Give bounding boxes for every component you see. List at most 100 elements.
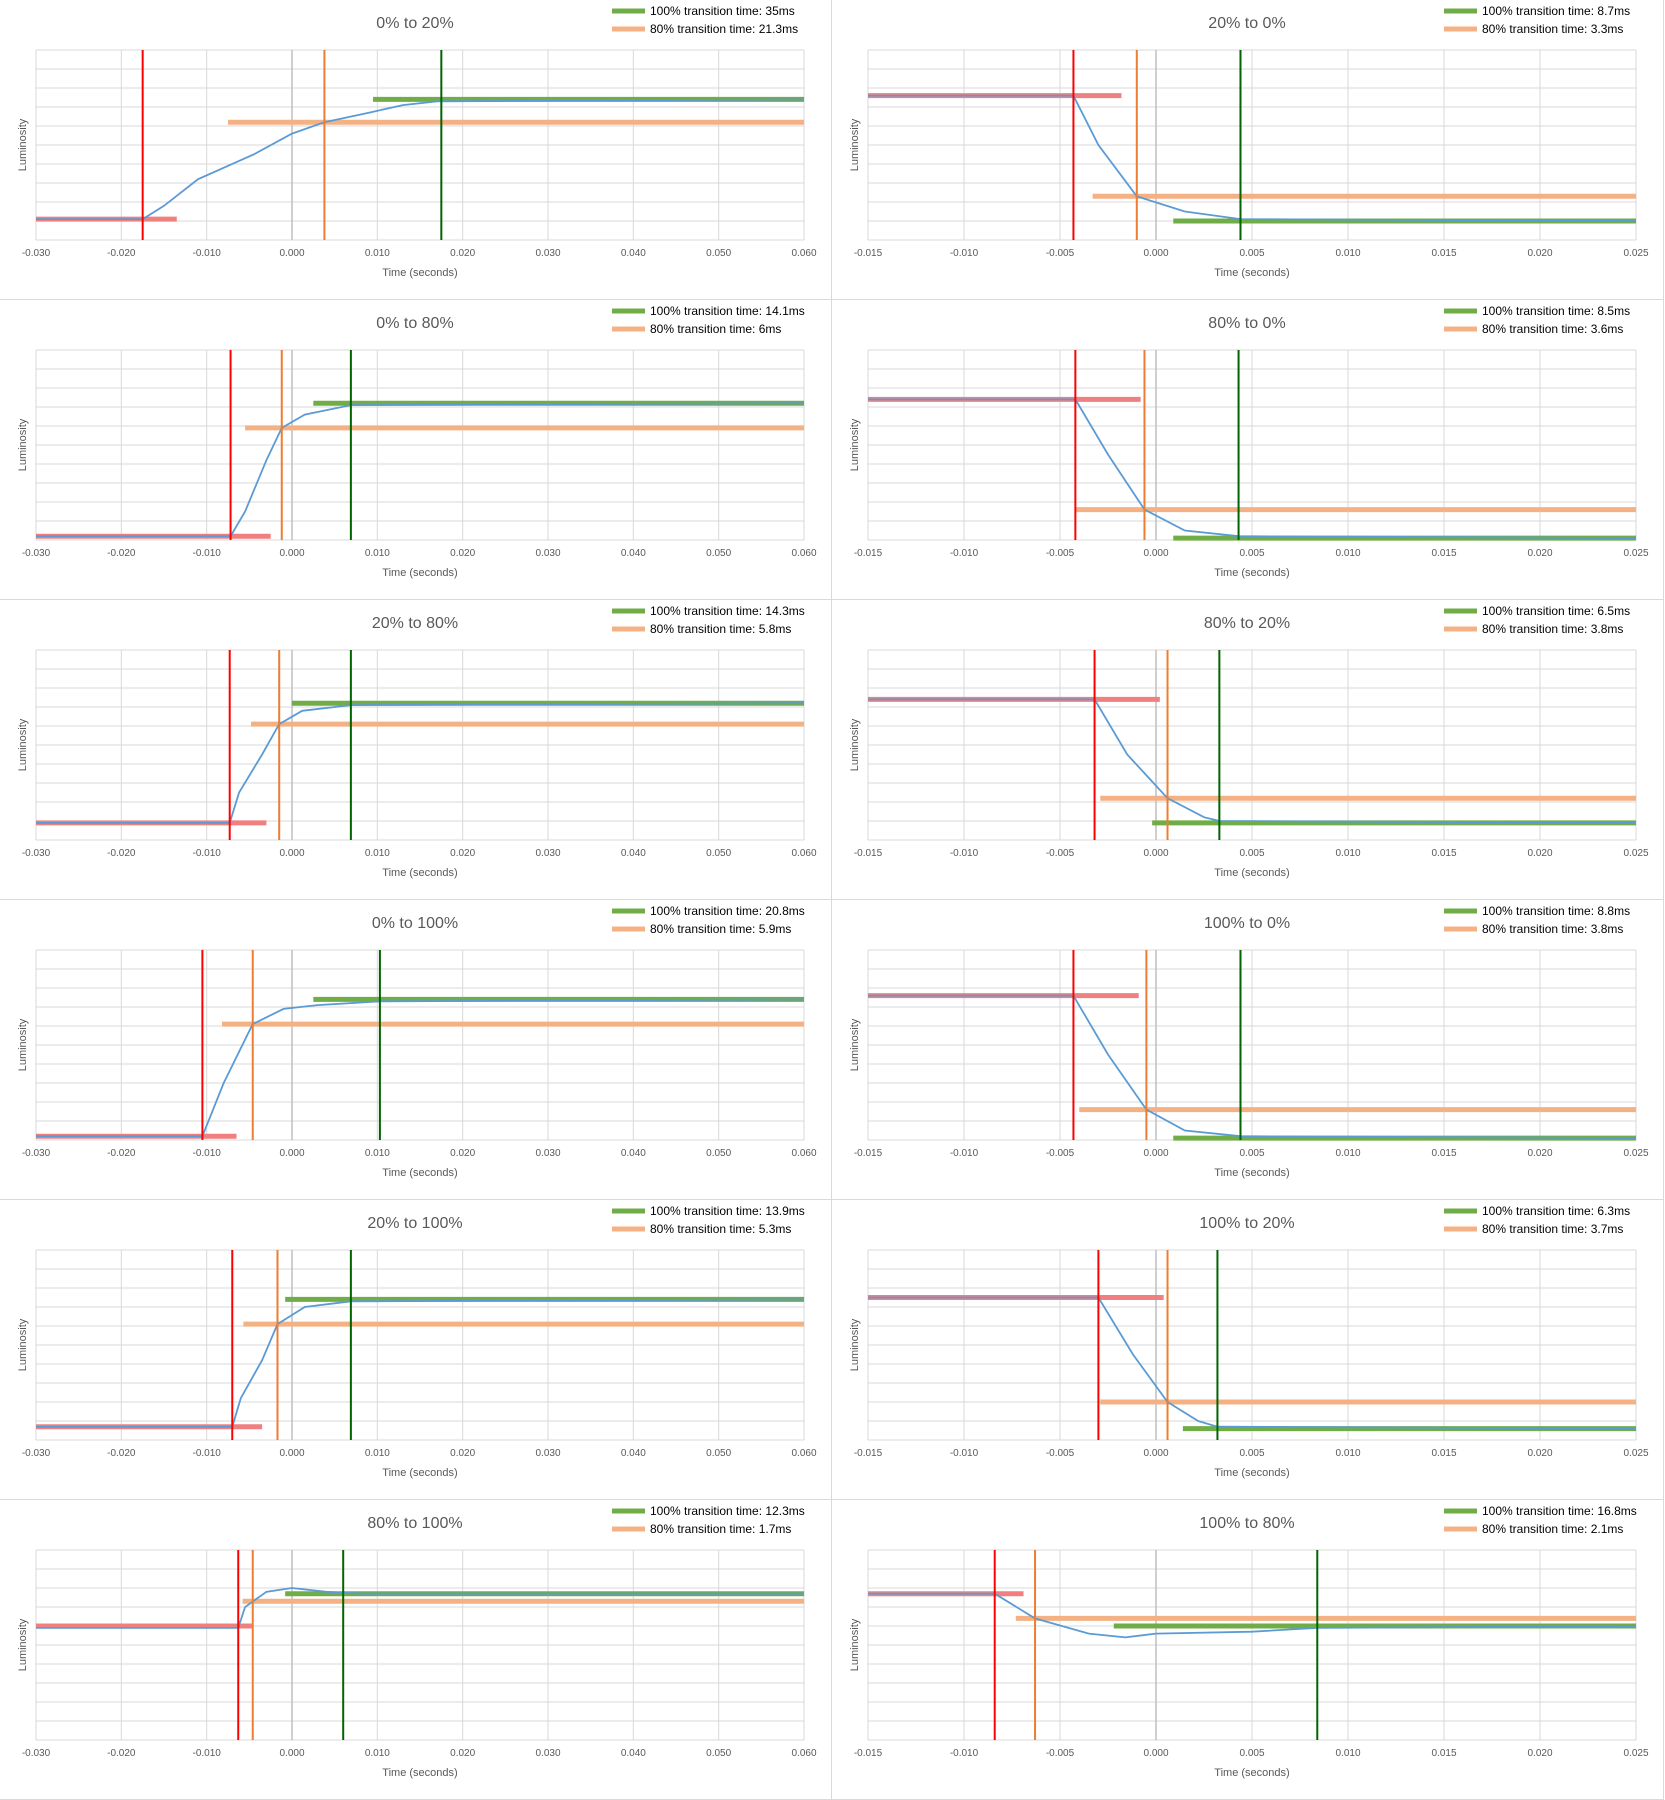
x-tick-label: 0.050 <box>706 1448 731 1459</box>
x-tick-label: -0.015 <box>854 248 883 259</box>
x-tick-label: 0.030 <box>535 548 560 559</box>
x-tick-label: 0.025 <box>1623 1148 1648 1159</box>
legend-entry-80: 80% transition time: 3.6ms <box>1482 322 1623 336</box>
x-tick-label: 0.015 <box>1431 1148 1456 1159</box>
x-tick-label: -0.005 <box>1046 548 1075 559</box>
x-tick-label: 0.005 <box>1239 1448 1264 1459</box>
x-tick-label: 0.010 <box>1335 248 1360 259</box>
x-tick-label: -0.010 <box>192 1448 221 1459</box>
x-tick-label: 0.020 <box>450 1748 475 1759</box>
legend-entry-80: 80% transition time: 1.7ms <box>650 1522 791 1536</box>
legend-entry-100: 100% transition time: 8.7ms <box>1482 4 1630 18</box>
chart-title: 80% to 100% <box>367 1515 462 1532</box>
y-axis-label: Luminosity <box>849 1318 861 1371</box>
x-tick-label: 0.040 <box>621 1148 646 1159</box>
x-tick-label: 0.000 <box>1143 848 1168 859</box>
chart-panel: -0.015 -0.010 -0.005 0.000 0.005 0.010 0.015 0.… <box>832 1500 1664 1800</box>
x-tick-label: -0.030 <box>22 548 51 559</box>
luminosity-curve <box>36 1587 804 1629</box>
x-axis-label: Time (seconds) <box>382 267 457 279</box>
legend-entry-100: 100% transition time: 16.8ms <box>1482 1504 1637 1518</box>
chart-title: 20% to 80% <box>372 615 458 632</box>
x-tick-label: 0.040 <box>621 848 646 859</box>
x-axis-label: Time (seconds) <box>382 867 457 879</box>
x-tick-label: 0.000 <box>279 1148 304 1159</box>
chart-panel: -0.030 -0.020 -0.010 0.000 0.010 0.020 0.030 0.… <box>0 1500 832 1800</box>
chart-title: 20% to 100% <box>367 1215 462 1232</box>
x-tick-label: -0.010 <box>192 1148 221 1159</box>
x-tick-label: 0.050 <box>706 848 731 859</box>
x-tick-label: -0.010 <box>192 548 221 559</box>
chart-title: 100% to 80% <box>1199 1515 1294 1532</box>
x-tick-label: 0.000 <box>1143 1148 1168 1159</box>
x-tick-label: -0.030 <box>22 848 51 859</box>
chart-title: 100% to 0% <box>1204 915 1290 932</box>
luminosity-curve <box>868 1592 1637 1639</box>
legend-entry-80: 80% transition time: 5.8ms <box>650 622 791 636</box>
chart-title: 20% to 0% <box>1208 15 1285 32</box>
x-tick-label: 0.060 <box>791 1748 816 1759</box>
x-tick-label: -0.015 <box>854 548 883 559</box>
chart-svg: -0.015 -0.010 -0.005 0.000 0.005 0.010 0.015 0.… <box>849 604 1649 879</box>
x-tick-label: 0.020 <box>1527 1148 1552 1159</box>
legend-entry-80: 80% transition time: 3.7ms <box>1482 1222 1623 1236</box>
luminosity-curve <box>36 998 805 1138</box>
y-axis-label: Luminosity <box>17 418 29 471</box>
legend-entry-100: 100% transition time: 8.5ms <box>1482 304 1630 318</box>
x-tick-label: 0.010 <box>365 848 390 859</box>
chart-panel: -0.030 -0.020 -0.010 0.000 0.010 0.020 0.030 0.… <box>0 1200 832 1500</box>
chart-panel: -0.030 -0.020 -0.010 0.000 0.010 0.020 0.030 0.… <box>0 900 832 1200</box>
legend-entry-80: 80% transition time: 5.9ms <box>650 922 791 936</box>
chart-panel: -0.030 -0.020 -0.010 0.000 0.010 0.020 0.030 0.… <box>0 300 832 600</box>
x-tick-label: 0.000 <box>279 248 304 259</box>
x-tick-label: 0.010 <box>1335 1448 1360 1459</box>
chart-panel: -0.015 -0.010 -0.005 0.000 0.005 0.010 0.015 0.… <box>832 600 1664 900</box>
x-tick-label: 0.020 <box>450 548 475 559</box>
x-tick-label: 0.040 <box>621 548 646 559</box>
x-tick-label: 0.015 <box>1431 548 1456 559</box>
chart-title: 80% to 20% <box>1204 615 1290 632</box>
y-axis-label: Luminosity <box>849 718 861 771</box>
x-tick-label: 0.010 <box>1335 1748 1360 1759</box>
x-tick-label: 0.010 <box>1335 848 1360 859</box>
legend-entry-100: 100% transition time: 20.8ms <box>650 904 805 918</box>
x-axis-label: Time (seconds) <box>382 1167 457 1179</box>
x-tick-label: 0.010 <box>1335 548 1360 559</box>
x-tick-label: 0.025 <box>1623 1448 1648 1459</box>
x-tick-label: -0.020 <box>107 548 136 559</box>
legend-entry-80: 80% transition time: 3.3ms <box>1482 22 1623 36</box>
x-tick-label: 0.000 <box>1143 548 1168 559</box>
luminosity-curve <box>36 402 805 538</box>
x-axis-label: Time (seconds) <box>1214 567 1289 579</box>
x-tick-label: 0.025 <box>1623 548 1648 559</box>
x-tick-label: -0.030 <box>22 1148 51 1159</box>
x-tick-label: -0.020 <box>107 248 136 259</box>
x-tick-label: 0.020 <box>1527 1448 1552 1459</box>
x-tick-label: 0.010 <box>365 1148 390 1159</box>
x-tick-label: 0.005 <box>1239 548 1264 559</box>
chart-svg: -0.015 -0.010 -0.005 0.000 0.005 0.010 0.015 0.… <box>849 304 1649 579</box>
x-tick-label: 0.010 <box>365 548 390 559</box>
x-tick-label: 0.030 <box>535 1748 560 1759</box>
luminosity-curve <box>36 98 805 220</box>
legend-entry-80: 80% transition time: 5.3ms <box>650 1222 791 1236</box>
chart-panel: -0.015 -0.010 -0.005 0.000 0.005 0.010 0.015 0.… <box>832 900 1664 1200</box>
x-tick-label: 0.020 <box>450 848 475 859</box>
chart-panel: -0.030 -0.020 -0.010 0.000 0.010 0.020 0.030 0.… <box>0 0 832 300</box>
x-tick-label: 0.030 <box>535 248 560 259</box>
x-tick-label: 0.000 <box>1143 248 1168 259</box>
y-axis-label: Luminosity <box>17 1618 29 1671</box>
x-tick-label: 0.030 <box>535 848 560 859</box>
legend-entry-100: 100% transition time: 6.3ms <box>1482 1204 1630 1218</box>
x-tick-label: 0.005 <box>1239 1148 1264 1159</box>
x-tick-label: 0.015 <box>1431 848 1456 859</box>
x-tick-label: -0.020 <box>107 1448 136 1459</box>
x-tick-label: 0.000 <box>279 548 304 559</box>
legend-entry-80: 80% transition time: 21.3ms <box>650 22 798 36</box>
x-tick-label: -0.030 <box>22 1448 51 1459</box>
chart-svg: -0.015 -0.010 -0.005 0.000 0.005 0.010 0.015 0.… <box>849 4 1649 279</box>
x-tick-label: 0.020 <box>450 1448 475 1459</box>
x-tick-label: 0.020 <box>1527 1748 1552 1759</box>
x-tick-label: 0.000 <box>279 1448 304 1459</box>
x-tick-label: 0.010 <box>365 1748 390 1759</box>
